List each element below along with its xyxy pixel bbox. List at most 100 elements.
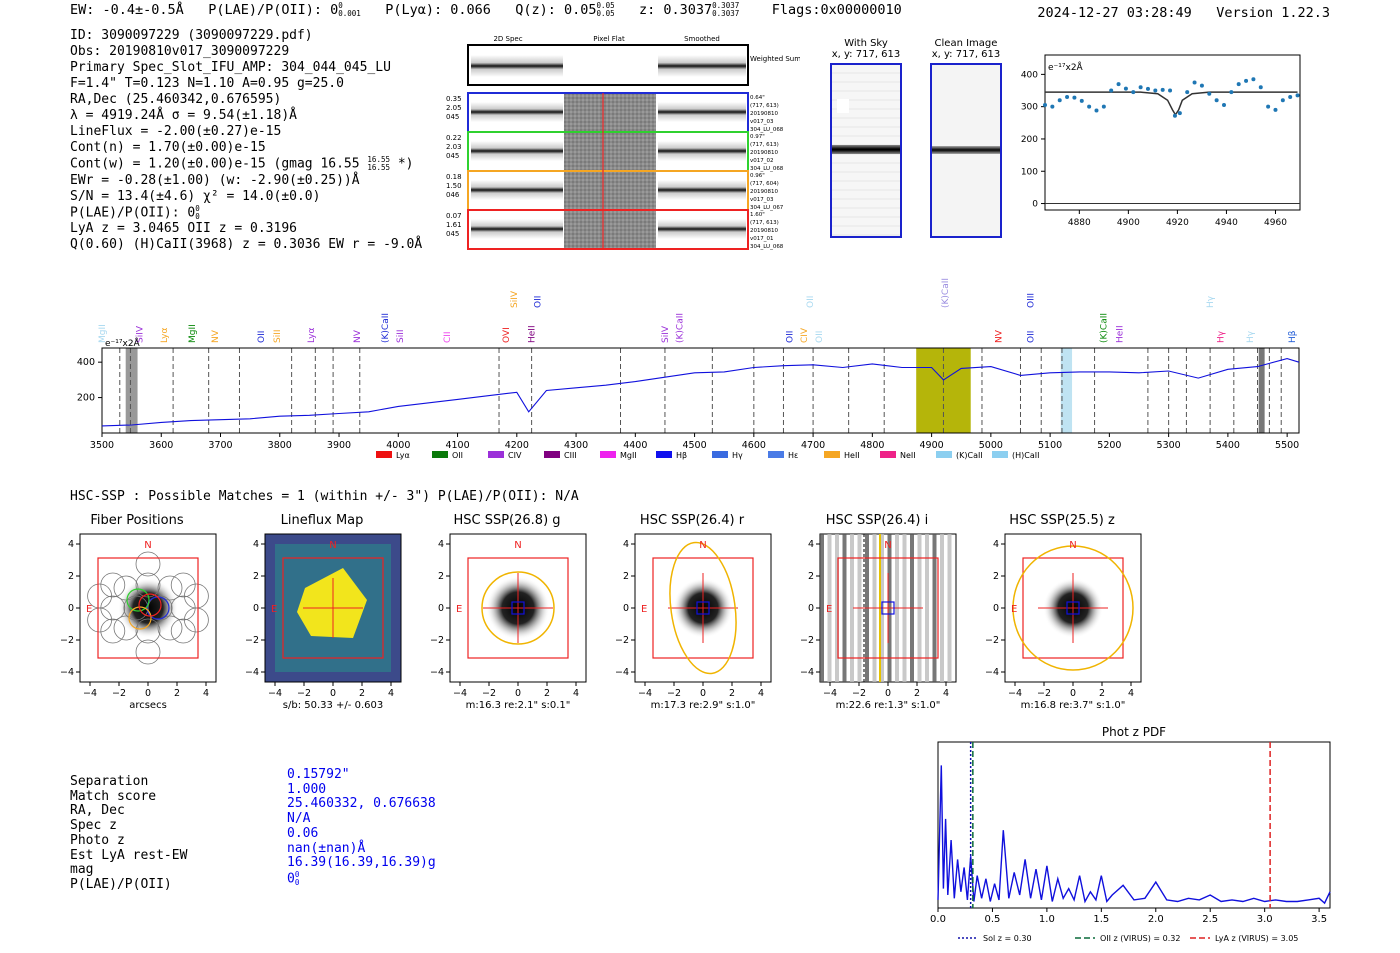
match-labels: Separation Match score RA, Dec Spec z Ph… — [70, 774, 187, 893]
spectrum-legend-label-4: MgII — [620, 451, 637, 460]
fiber-spectra-svg: 2D Spec Pixel Flat Smoothed Weighted Sum… — [446, 35, 801, 250]
spectrum-band-3 — [1258, 348, 1265, 433]
fiber-row-1-right-0: 0.97" — [750, 134, 765, 140]
fiber-circle-18 — [87, 583, 112, 609]
zoom-point-13 — [1138, 85, 1143, 90]
spectrum-line-label-16: OII — [785, 331, 795, 343]
fiber-row-1-right-2: 20190810 — [750, 150, 778, 156]
spectrum-xtick-7: 4200 — [505, 440, 529, 451]
zoom-point-28 — [1244, 78, 1249, 83]
zoom-point-12 — [1131, 90, 1136, 95]
zoom-ytick-1: 100 — [1021, 167, 1038, 177]
fiber-circle-9 — [157, 615, 183, 641]
zoom-point-22 — [1199, 83, 1204, 88]
photz-xtick-4: 2.0 — [1148, 914, 1164, 925]
fiber-circle-10 — [100, 572, 126, 598]
i-band-stripe-0 — [820, 534, 824, 682]
spectrum-legend-swatch-5 — [656, 451, 672, 458]
zoom-line-chart: e⁻¹⁷x2Å 4880 4900 4920 4940 4960 0 100 200 300 40… — [1021, 54, 1301, 228]
zoom-xtick-1: 4900 — [1117, 218, 1140, 228]
spectrum-line-label-22: HeII — [1115, 325, 1125, 343]
spectrum-legend-label-6: Hγ — [732, 451, 743, 460]
info-lya: LyA z = 3.0465 OII z = 0.3196 — [70, 221, 297, 236]
fiber-row-2-right-4: 304_LU_067 — [750, 205, 784, 211]
x-tick-label-0: −4 — [268, 688, 282, 699]
y-tick-label-4: −4 — [985, 667, 999, 678]
spectrum-legend-label-10: (K)CaII — [956, 451, 983, 460]
x-tick-label-3: 2 — [359, 688, 365, 699]
north-label: N — [144, 540, 151, 551]
photz-xtick-0: 0.0 — [930, 914, 946, 925]
spectrum-legend-label-7: Hε — [788, 451, 798, 460]
spectrum-xtick-14: 4900 — [920, 440, 944, 451]
x-tick-label-2: 0 — [885, 688, 891, 699]
spectrum-line-label-17: CIV — [800, 327, 810, 343]
fiber-row-0-pixelflat — [564, 94, 656, 131]
x-tick-label-0: −4 — [83, 688, 97, 699]
match-square — [881, 601, 895, 615]
spectrum-xtick-4: 3900 — [327, 440, 351, 451]
zoom-point-1 — [1050, 104, 1055, 109]
photz-legend-label-2: LyA z (VIRUS) = 3.05 — [1215, 934, 1298, 943]
x-tick-label-3: 2 — [729, 688, 735, 699]
spectrum-ylabel: e⁻¹⁷x2Å — [105, 337, 141, 349]
clean-image-title: Clean Image — [934, 38, 998, 49]
info-lineflux: LineFlux = -2.00(±0.27)e-15 — [70, 124, 282, 139]
zoom-ytick-4: 400 — [1021, 70, 1038, 80]
hsc-heading: HSC-SSP : Possible Matches = 1 (within +… — [70, 489, 579, 504]
info-lambda: λ = 4919.24Å σ = 9.54(±1.18)Å — [70, 108, 297, 123]
y-tick-label-1: 2 — [623, 571, 629, 582]
spectrum-line-label-10: SiII — [396, 329, 406, 343]
y-tick-label-2: 0 — [808, 603, 814, 614]
y-tick-label-2: 0 — [253, 603, 259, 614]
zoom-fit-line — [1045, 91, 1298, 117]
full-spectrum-chart: MgII SiIV Lyα MgII NV OII SiII Lyα NV (K)CaII SiII… — [77, 278, 1300, 460]
spectrum-line-label-7: Lyα — [307, 327, 317, 343]
spectrum-xtick-8: 4300 — [564, 440, 588, 451]
hsc-panel-caption: m:16.8 re:3.7" s:1.0" — [1021, 700, 1126, 711]
hsc-panel-title: HSC SSP(26.8) g — [453, 513, 561, 528]
with-sky-title: With Sky — [844, 38, 888, 49]
hsc-panel-title: HSC SSP(26.4) r — [639, 513, 745, 528]
zoom-point-0 — [1043, 103, 1047, 108]
zoom-point-5 — [1079, 98, 1084, 103]
fiber-row-1-2dspec — [471, 141, 563, 161]
y-tick-label-4: −4 — [245, 667, 259, 678]
info-params: F=1.4" T=0.123 N=1.10 A=0.95 g=25.0 — [70, 76, 344, 91]
zoom-point-35 — [1295, 93, 1300, 98]
x-tick-label-0: −4 — [1008, 688, 1022, 699]
y-tick-label-4: −4 — [615, 667, 629, 678]
spectrum-line-label-24: Hγ — [1246, 330, 1256, 343]
hsc-panel-title: HSC SSP(26.4) i — [825, 513, 929, 528]
x-tick-label-2: 0 — [700, 688, 706, 699]
fiber-row-3-pixelflat — [564, 211, 656, 248]
zoom-point-17 — [1168, 88, 1173, 93]
with-sky-cutout — [830, 63, 902, 238]
photz-xtick-6: 3.0 — [1257, 914, 1273, 925]
spectrum-legend-swatch-2 — [488, 451, 504, 458]
zoom-point-8 — [1101, 104, 1106, 109]
match-square — [696, 601, 710, 615]
zoom-point-26 — [1229, 90, 1234, 95]
y-tick-label-4: −4 — [800, 667, 814, 678]
hsc-panel-caption: m:16.3 re:2.1" s:0.1" — [466, 700, 571, 711]
weighted-sum-label: Weighted Sum — [750, 55, 800, 63]
y-tick-label-1: 2 — [68, 571, 74, 582]
zoom-xtick-0: 4880 — [1068, 218, 1091, 228]
spectrum-xtick-17: 5200 — [1097, 440, 1121, 451]
spectrum-line-label-8: NV — [353, 329, 363, 343]
north-label: N — [884, 540, 891, 551]
info-q: Q(0.60) (H)CaII(3968) z = 0.3036 EW r = … — [70, 237, 423, 252]
search-box — [652, 557, 754, 659]
fiber-row-0-left-0: 0.35 — [446, 95, 462, 103]
spectrum-xtick-20: 5500 — [1275, 440, 1299, 451]
aperture-ellipse — [1012, 545, 1134, 671]
spectrum-legend-swatch-11 — [992, 451, 1008, 458]
zoom-point-7 — [1094, 108, 1099, 113]
spectrum-xtick-19: 5400 — [1216, 440, 1240, 451]
fiber-row-3-left-1: 1.61 — [446, 221, 462, 229]
i-band-stripe-3 — [842, 534, 847, 682]
fiber-row-1-pixelflat — [564, 133, 656, 170]
hsc-panel-caption: m:17.3 re:2.9" s:1.0" — [651, 700, 756, 711]
clean-image-header: Clean Image x, y: 717, 613 — [926, 38, 1006, 60]
